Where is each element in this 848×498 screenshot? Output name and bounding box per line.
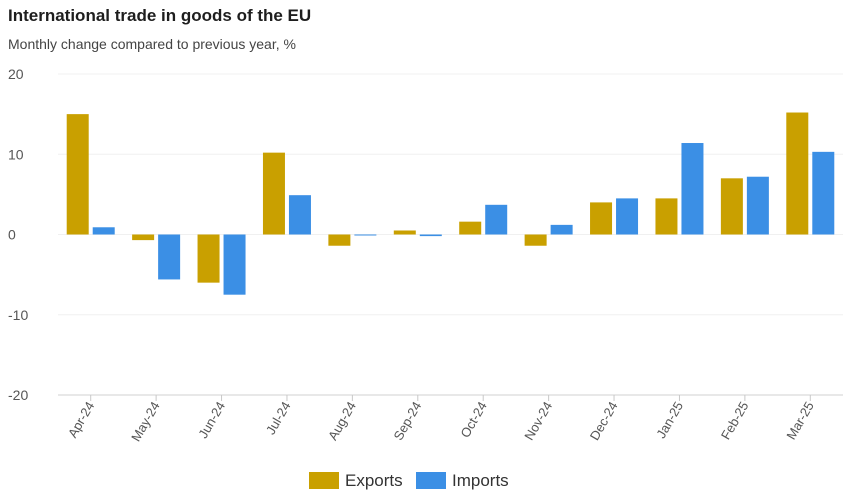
x-axis-ticks: Apr-24 May-24 Jun-24 Jul-24 Aug-24 Sep-24 Oct-…: [65, 395, 817, 444]
bar-exports-jul-24[interactable]: [262, 152, 285, 235]
bar-exports-nov-24[interactable]: [524, 234, 547, 246]
bar-imports-jun-24[interactable]: [223, 234, 246, 295]
bar-exports-jan-25[interactable]: [655, 198, 678, 235]
chart-title: International trade in goods of the EU: [8, 6, 312, 25]
x-tick-label: Jul-24: [263, 399, 294, 437]
legend-swatch: [309, 472, 339, 489]
y-tick-label: -10: [8, 307, 28, 323]
bar-imports-feb-25[interactable]: [746, 176, 769, 235]
gridlines: [58, 73, 843, 316]
bar-exports-sep-24[interactable]: [393, 230, 416, 235]
bar-exports-mar-25[interactable]: [786, 112, 809, 235]
legend-item-imports[interactable]: Imports: [416, 471, 509, 490]
x-tick-label: Mar-25: [783, 399, 817, 442]
y-tick-label: 10: [8, 146, 24, 162]
x-tick-label: Nov-24: [521, 399, 555, 443]
x-tick-label: May-24: [128, 399, 163, 444]
bar-imports-may-24[interactable]: [158, 234, 181, 280]
bars: [66, 112, 835, 295]
x-tick-label: Sep-24: [390, 399, 424, 443]
x-tick-label: Jan-25: [653, 399, 686, 441]
bar-exports-jun-24[interactable]: [197, 234, 220, 283]
bar-imports-jan-25[interactable]: [681, 143, 704, 235]
bar-exports-may-24[interactable]: [132, 234, 155, 241]
x-tick-label: Feb-25: [718, 399, 752, 442]
legend-label: Imports: [452, 471, 509, 490]
bar-exports-aug-24[interactable]: [328, 234, 351, 246]
chart-subtitle: Monthly change compared to previous year…: [8, 36, 296, 52]
bar-exports-feb-25[interactable]: [720, 178, 743, 235]
x-tick-label: Dec-24: [587, 399, 621, 443]
legend[interactable]: Exports Imports: [309, 471, 509, 490]
bar-imports-apr-24[interactable]: [92, 227, 115, 235]
bar-imports-aug-24[interactable]: [354, 234, 377, 236]
legend-swatch: [416, 472, 446, 489]
bar-exports-dec-24[interactable]: [590, 202, 613, 235]
bar-exports-oct-24[interactable]: [459, 221, 482, 235]
y-tick-label: 20: [8, 66, 24, 82]
x-tick-label: Oct-24: [457, 399, 489, 440]
y-axis-ticks: 20 10 0 -10 -20: [8, 66, 28, 403]
bar-imports-jul-24[interactable]: [288, 195, 311, 235]
x-tick-label: Aug-24: [325, 399, 359, 443]
x-tick-label: Apr-24: [65, 399, 98, 440]
bar-imports-nov-24[interactable]: [550, 224, 573, 235]
bar-imports-sep-24[interactable]: [419, 234, 442, 237]
bar-imports-dec-24[interactable]: [616, 198, 639, 235]
bar-imports-oct-24[interactable]: [485, 204, 508, 235]
y-tick-label: -20: [8, 387, 28, 403]
y-tick-label: 0: [8, 227, 16, 243]
x-tick-label: Jun-24: [195, 399, 228, 441]
bar-exports-apr-24[interactable]: [66, 114, 89, 235]
legend-label: Exports: [345, 471, 403, 490]
legend-item-exports[interactable]: Exports: [309, 471, 403, 490]
bar-imports-mar-25[interactable]: [812, 151, 835, 235]
